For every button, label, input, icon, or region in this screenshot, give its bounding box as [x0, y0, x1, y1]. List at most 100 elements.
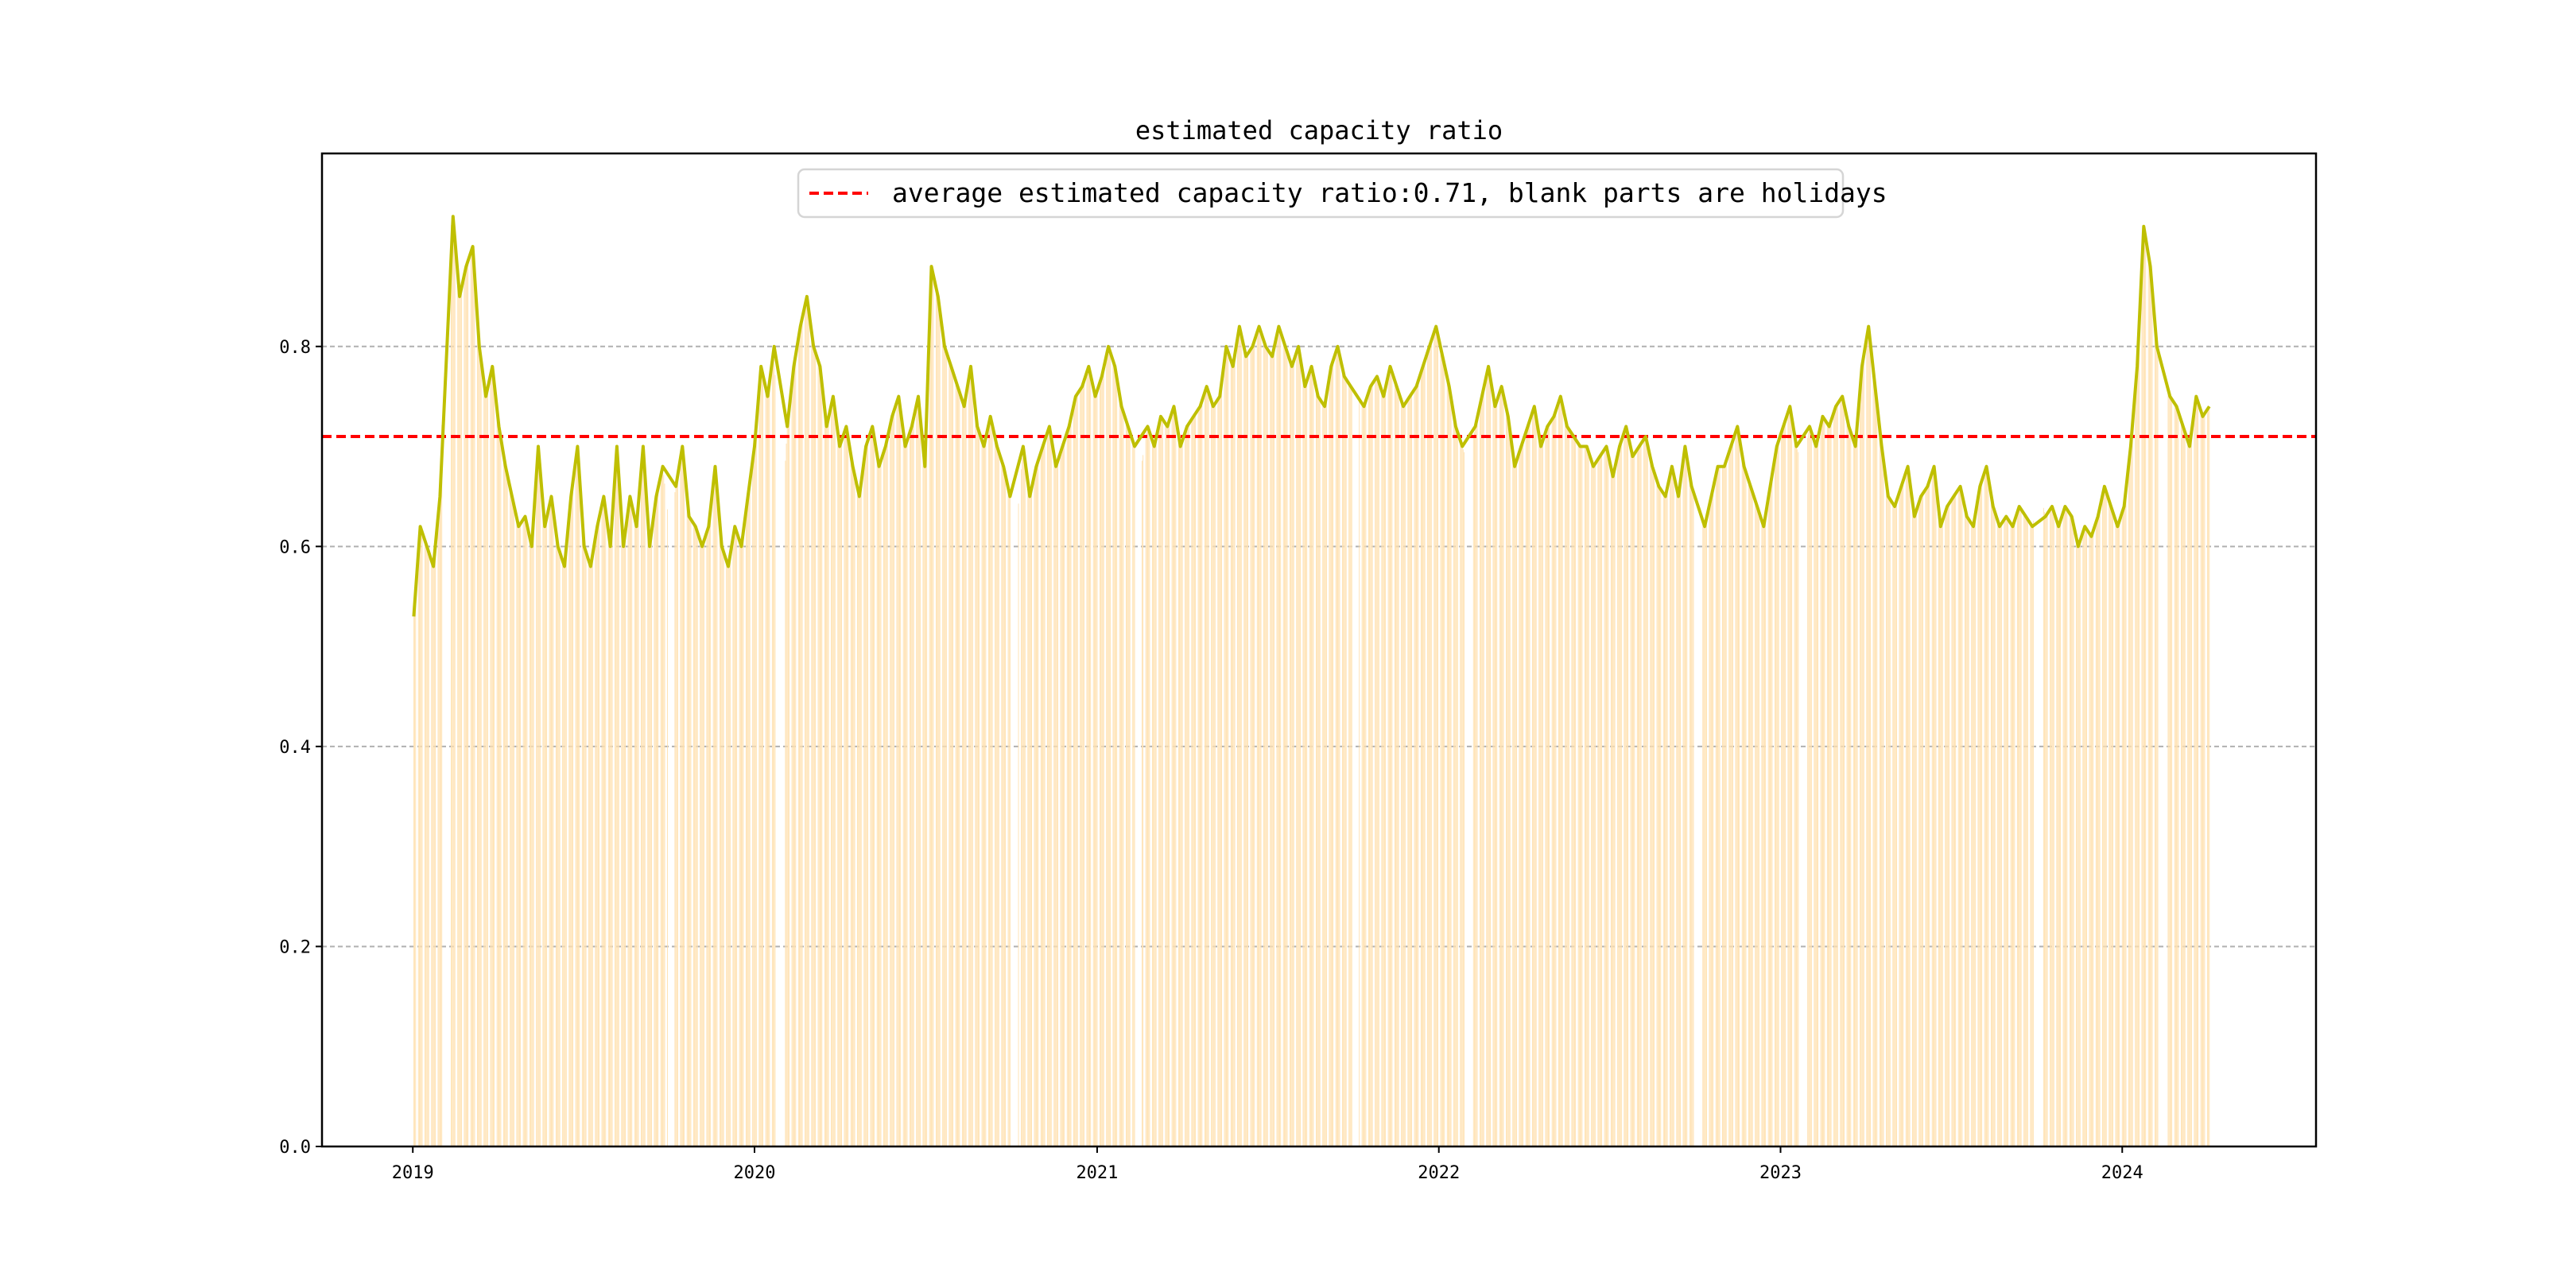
trading-day-bar — [1561, 401, 1562, 1146]
trading-day-bar — [1240, 330, 1241, 1147]
trading-day-bar — [589, 563, 591, 1146]
trading-day-bar — [1781, 432, 1783, 1146]
trading-day-bar — [1770, 486, 1771, 1146]
trading-day-bar — [1525, 432, 1527, 1146]
trading-day-bar — [1854, 443, 1855, 1146]
trading-day-bar — [572, 482, 574, 1146]
trading-day-bar — [1606, 446, 1607, 1146]
trading-day-bar — [1549, 423, 1550, 1146]
trading-day-bar — [623, 539, 625, 1146]
trading-day-bar — [1829, 423, 1831, 1146]
trading-day-bar — [2130, 446, 2132, 1146]
trading-day-bar — [1870, 343, 1871, 1146]
trading-day-bar — [1935, 483, 1937, 1146]
trading-day-bar — [774, 374, 776, 1146]
trading-day-bar — [2203, 415, 2205, 1146]
trading-day-bar — [1086, 372, 1088, 1146]
trading-day-bar — [1460, 440, 1461, 1146]
trading-day-bar — [742, 539, 743, 1146]
trading-day-bar — [903, 439, 905, 1146]
trading-day-bar — [1945, 512, 1946, 1146]
trading-day-bar — [1555, 410, 1557, 1146]
legend: average estimated capacity ratio:0.71, b… — [797, 168, 1887, 219]
trading-day-bar — [1749, 483, 1751, 1146]
trading-day-bar — [945, 349, 946, 1146]
trading-day-bar — [690, 519, 692, 1146]
trading-day-bar — [2016, 512, 2018, 1146]
trading-day-bar — [1888, 498, 1890, 1146]
trading-day-bar — [1429, 346, 1430, 1146]
trading-day-bar — [1581, 446, 1583, 1146]
trading-day-bar — [1362, 405, 1364, 1146]
trading-day-bar — [805, 301, 807, 1147]
trading-day-bar — [2043, 507, 2044, 1146]
trading-day-bar — [1670, 471, 1672, 1146]
trading-day-bar — [899, 403, 900, 1146]
trading-day-bar — [1683, 453, 1685, 1146]
trading-day-bar — [1302, 374, 1304, 1146]
trading-day-bar — [1112, 360, 1114, 1146]
trading-day-bar — [1482, 392, 1484, 1146]
trading-day-bar — [867, 440, 868, 1146]
trading-day-bar — [1712, 492, 1713, 1146]
trading-day-bar — [1850, 432, 1852, 1146]
trading-day-bar — [1450, 398, 1452, 1147]
x-tick-label: 2022 — [1418, 1163, 1460, 1183]
trading-day-bar — [2132, 423, 2133, 1146]
trading-day-bar — [433, 566, 434, 1146]
trading-day-bar — [2031, 526, 2033, 1146]
trading-day-bar — [2050, 507, 2052, 1146]
trading-day-bar — [1007, 487, 1009, 1146]
trading-day-bar — [1527, 426, 1529, 1146]
trading-day-bar — [1691, 486, 1693, 1146]
trading-day-bar — [1116, 378, 1118, 1146]
trading-day-bar — [605, 510, 607, 1146]
trading-day-bar — [1047, 432, 1049, 1146]
trading-day-bar — [1267, 349, 1268, 1146]
trading-day-bar — [1837, 403, 1838, 1146]
trading-day-bar — [817, 360, 819, 1146]
trading-day-bar — [595, 537, 596, 1146]
trading-day-bar — [557, 546, 559, 1146]
trading-day-bar — [1408, 398, 1410, 1147]
trading-day-bar — [1666, 487, 1668, 1146]
trading-day-bar — [1278, 326, 1279, 1146]
trading-day-bar — [625, 532, 626, 1146]
trading-day-bar — [2208, 408, 2209, 1146]
trading-day-bar — [1900, 486, 1902, 1146]
trading-day-bar — [437, 516, 439, 1146]
trading-day-bar — [1794, 435, 1795, 1146]
trading-day-bar — [1080, 387, 1082, 1146]
trading-day-bar — [1149, 432, 1150, 1146]
trading-day-bar — [1967, 518, 1969, 1146]
trading-day-bar — [1984, 469, 1986, 1146]
trading-day-bar — [2148, 260, 2150, 1146]
trading-day-bar — [891, 416, 893, 1146]
trading-day-bar — [1990, 495, 1992, 1146]
trading-day-bar — [1407, 399, 1409, 1147]
trading-day-bar — [1402, 406, 1404, 1146]
trading-day-bar — [1907, 466, 1909, 1146]
trading-day-bar — [2124, 498, 2126, 1146]
trading-day-bar — [732, 537, 734, 1146]
trading-day-bar — [1455, 426, 1457, 1146]
trading-day-bar — [786, 443, 787, 1146]
trading-day-bar — [818, 363, 820, 1146]
trading-day-bar — [1234, 355, 1236, 1146]
trading-day-bar — [642, 446, 644, 1146]
trading-day-bar — [1931, 471, 1933, 1146]
trading-day-bar — [590, 566, 592, 1146]
trading-day-bar — [415, 591, 417, 1146]
trading-day-bar — [522, 519, 524, 1146]
trading-day-bar — [1191, 419, 1193, 1146]
trading-day-bar — [1764, 520, 1765, 1146]
trading-day-bar — [1272, 351, 1274, 1147]
trading-day-bar — [979, 432, 980, 1146]
trading-day-bar — [452, 216, 454, 1146]
trading-day-bar — [1119, 401, 1121, 1146]
trading-day-bar — [1513, 459, 1515, 1146]
trading-day-bar — [1974, 514, 1976, 1146]
trading-day-bar — [1763, 526, 1764, 1146]
trading-day-bar — [2184, 432, 2186, 1146]
trading-day-bar — [457, 274, 459, 1147]
